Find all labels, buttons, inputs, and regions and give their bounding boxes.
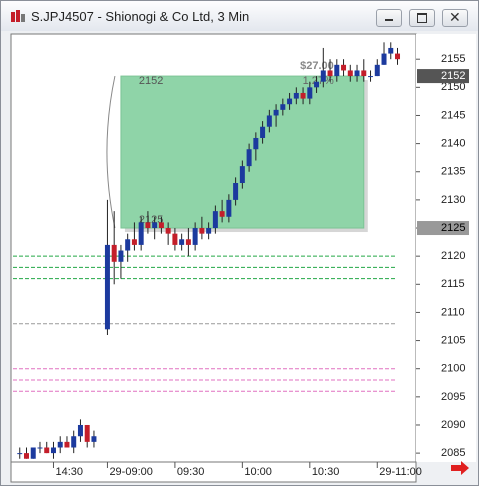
y-tick-label: 2085 xyxy=(441,447,465,459)
measure-change: $27.00 xyxy=(300,60,334,72)
candle-body xyxy=(246,149,252,167)
chart: 2152 2125 $27.00 1.27% 2085 2090 2095 2100 2105 2… xyxy=(10,33,476,483)
candle-body xyxy=(327,70,333,77)
candle-body xyxy=(50,447,56,454)
close-button[interactable]: ✕ xyxy=(442,9,468,27)
app-icon xyxy=(11,10,25,22)
candle-body xyxy=(57,441,63,448)
y-tick-label: 2120 xyxy=(441,250,465,262)
candle-body xyxy=(280,104,286,110)
candle-body xyxy=(17,453,23,455)
candle-body xyxy=(64,441,70,448)
measure-arc xyxy=(106,75,116,229)
candle-body xyxy=(293,92,299,99)
x-tick-label: 10:30 xyxy=(312,466,340,478)
candle-body xyxy=(185,239,191,245)
candle-body xyxy=(172,233,178,245)
measure-bottom-label: 2125 xyxy=(139,214,163,226)
x-tick-label: 09:30 xyxy=(177,466,205,478)
y-tick-label: 2155 xyxy=(441,53,465,65)
x-tick-label: 10:00 xyxy=(244,466,272,478)
y-tick-label: 2145 xyxy=(441,109,465,121)
y-tick-label: 2095 xyxy=(441,391,465,403)
price-marker-label: 2125 xyxy=(441,222,465,234)
candle-body xyxy=(233,183,239,200)
window-title: S.JPJ4507 - Shionogi & Co Ltd, 3 Min xyxy=(31,9,250,24)
candle-body xyxy=(300,92,306,99)
maximize-button[interactable] xyxy=(409,9,435,27)
candle-body xyxy=(192,228,198,245)
candle-body xyxy=(287,98,293,105)
y-tick-label: 2130 xyxy=(441,194,465,206)
candle-body xyxy=(239,166,245,184)
candle-body xyxy=(253,137,259,150)
candle-body xyxy=(152,222,158,229)
candle-body xyxy=(179,239,185,245)
candle-body xyxy=(37,447,43,449)
candle-body xyxy=(111,244,117,262)
candle-body xyxy=(138,222,144,245)
candle-body xyxy=(165,228,171,234)
measure-box xyxy=(120,75,365,229)
candle-body xyxy=(77,424,83,437)
candle-body xyxy=(260,126,266,138)
y-tick-label: 2135 xyxy=(441,166,465,178)
candle-body xyxy=(158,222,164,229)
candle-body xyxy=(104,244,110,330)
candle-body xyxy=(84,424,90,442)
candle-body xyxy=(307,87,313,99)
candle-body xyxy=(118,250,124,262)
candle-body xyxy=(273,109,279,116)
candle-body xyxy=(145,222,151,229)
candle-body xyxy=(314,81,320,88)
candle-body xyxy=(226,199,232,217)
candle-body xyxy=(354,70,360,77)
candle-body xyxy=(395,53,401,60)
candle-body xyxy=(320,70,326,82)
x-tick-label: 29-09:00 xyxy=(109,466,152,478)
y-tick-label: 2140 xyxy=(441,138,465,150)
candle-body xyxy=(347,70,353,77)
price-axis xyxy=(416,34,476,462)
candle-body xyxy=(266,115,272,127)
time-axis xyxy=(10,461,417,483)
candle-body xyxy=(23,453,29,459)
candle-body xyxy=(361,70,367,77)
scroll-arrow[interactable] xyxy=(451,461,469,475)
y-tick-label: 2115 xyxy=(441,278,465,290)
x-tick-label: 14:30 xyxy=(55,466,83,478)
candle-body xyxy=(125,239,131,251)
minimize-button[interactable] xyxy=(376,9,402,27)
candle-body xyxy=(44,447,50,454)
candle-body xyxy=(206,228,212,234)
title-bar: S.JPJ4507 - Shionogi & Co Ltd, 3 Min ✕ xyxy=(1,1,478,31)
candle-body xyxy=(199,228,205,234)
measure-top-label: 2152 xyxy=(139,75,163,87)
candle-body xyxy=(212,211,218,229)
price-marker-box xyxy=(417,221,469,236)
candle-body xyxy=(341,64,347,71)
y-tick-label: 2150 xyxy=(441,81,465,93)
y-tick-label: 2100 xyxy=(441,363,465,375)
price-marker-label: 2152 xyxy=(441,70,465,82)
candle-body xyxy=(131,239,137,245)
candle-body xyxy=(334,64,340,77)
candle-body xyxy=(381,53,387,65)
candle-body xyxy=(388,47,394,54)
measure-percent: 1.27% xyxy=(303,75,334,87)
candle-body xyxy=(71,436,77,448)
candle-body xyxy=(30,447,36,459)
candle-body xyxy=(368,76,374,78)
candle-body xyxy=(91,436,97,442)
price-marker-box xyxy=(417,69,469,84)
x-tick-label: 29-11:00 xyxy=(379,466,422,478)
candle-body xyxy=(219,211,225,217)
y-tick-label: 2110 xyxy=(441,306,465,318)
y-tick-label: 2090 xyxy=(441,419,465,431)
y-tick-label: 2105 xyxy=(441,334,465,346)
candle-body xyxy=(374,64,380,77)
